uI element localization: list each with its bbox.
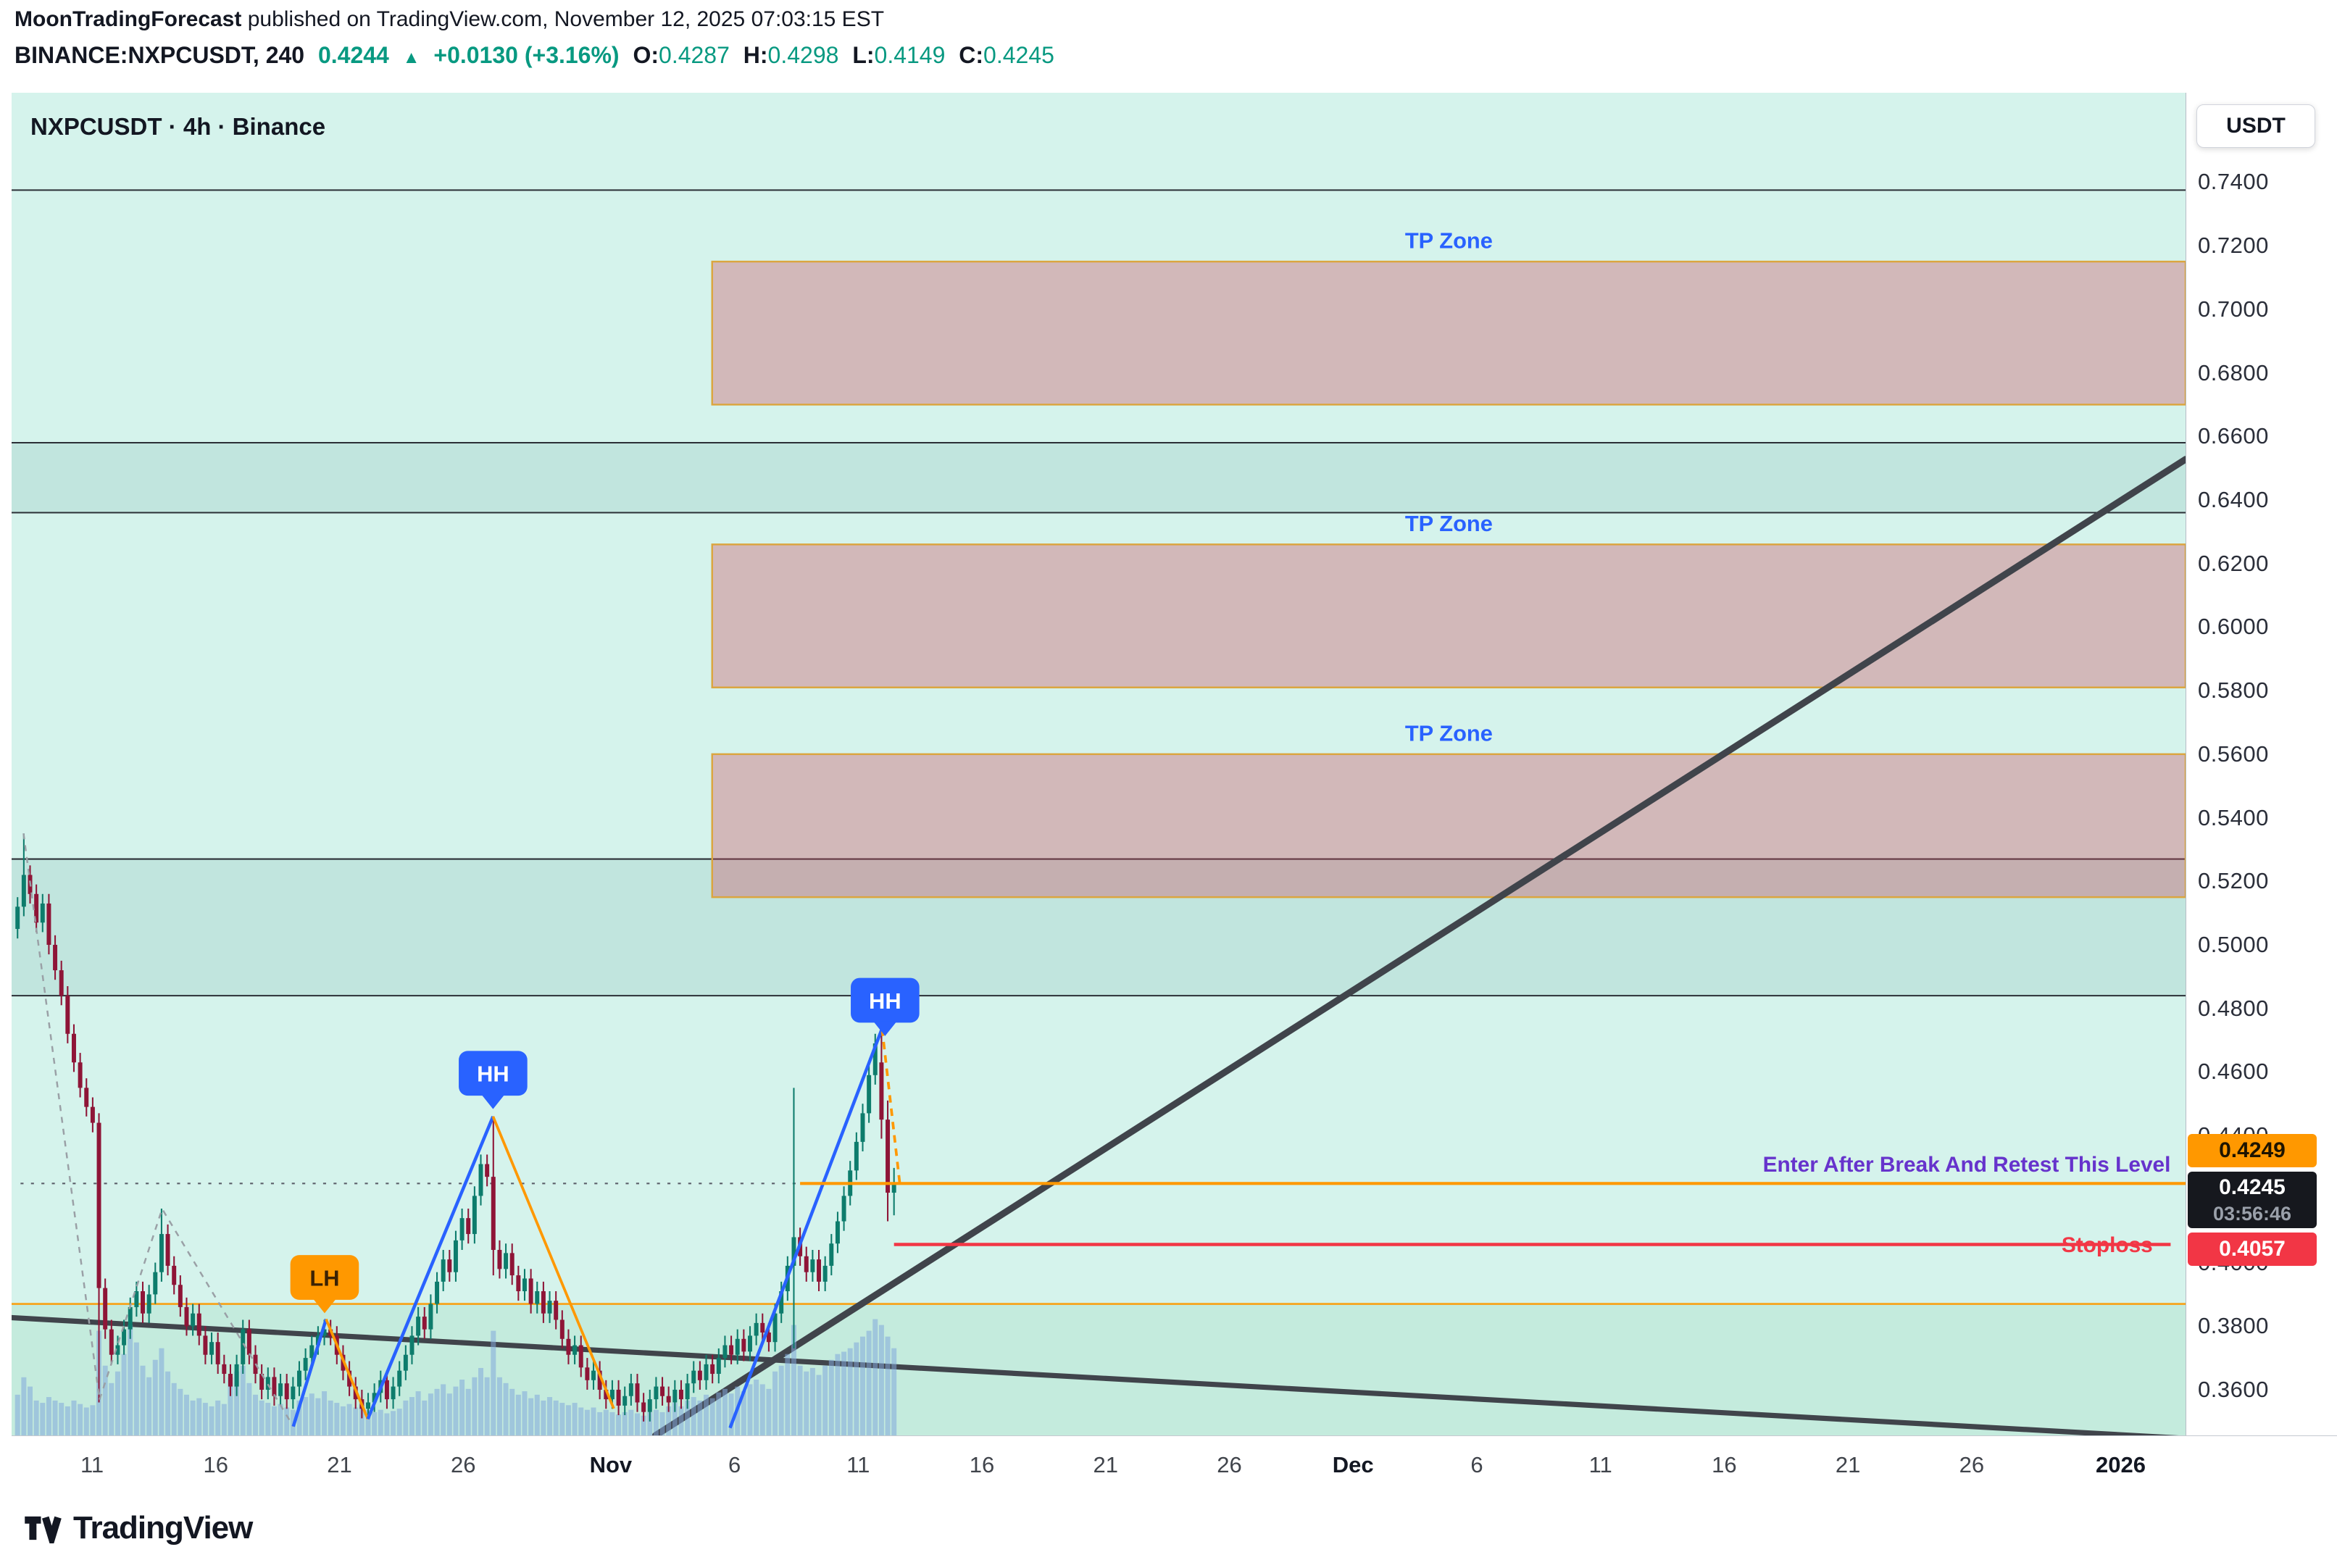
- open-label: O:: [633, 42, 659, 68]
- tradingview-logo-icon[interactable]: [24, 1513, 62, 1543]
- time-axis-label: 11: [1588, 1452, 1612, 1477]
- candlestick-series: [15, 833, 896, 1422]
- zigzag-line: [99, 1206, 294, 1427]
- zigzag-line: [291, 1318, 328, 1427]
- price-axis-label: 0.6600: [2198, 423, 2269, 449]
- price-axis-label: 0.5000: [2198, 931, 2269, 957]
- last-price: 0.4244: [317, 42, 389, 68]
- price-axis-label: 0.6200: [2198, 550, 2269, 576]
- price-axis-label: 0.5600: [2198, 741, 2269, 767]
- trendline[interactable]: [12, 1314, 2186, 1435]
- time-axis-label: 26: [1959, 1452, 1985, 1477]
- low-value: 0.4149: [874, 42, 946, 68]
- last-price-badge: 0.4245 03:56:46: [2188, 1171, 2317, 1228]
- time-axis-label: 16: [1712, 1452, 1737, 1477]
- time-axis-label: Dec: [1332, 1452, 1374, 1477]
- hh-pivot-badge[interactable]: HH: [459, 1051, 528, 1109]
- price-axis-label: 0.5800: [2198, 677, 2269, 704]
- tp-zone-label: TP Zone: [1405, 511, 1493, 536]
- volume-series: [14, 1319, 897, 1435]
- price-axis-label: 0.5400: [2198, 804, 2269, 830]
- close-value: 0.4245: [983, 42, 1054, 68]
- time-axis[interactable]: 11 16 21 26 Nov 6 11 16 21 26 Dec 6 11 16 21 26 2026: [12, 1435, 2337, 1488]
- chart-plot[interactable]: TP Zone TP Zone TP Zone Enter After Break A…: [12, 93, 2186, 1435]
- entry-label: Enter After Break And Retest This Level: [1763, 1153, 2171, 1177]
- time-axis-label: 21: [1093, 1452, 1119, 1477]
- svg-text:LH: LH: [309, 1265, 339, 1290]
- zigzag-line: [728, 1027, 884, 1429]
- price-axis-label: 0.7400: [2198, 169, 2269, 195]
- price-band: [12, 859, 2186, 996]
- price-axis-label: 0.4600: [2198, 1059, 2269, 1085]
- lh-pivot-badge[interactable]: LH: [290, 1255, 359, 1314]
- zigzag-line: [325, 1318, 370, 1420]
- time-axis-label: 6: [728, 1452, 741, 1477]
- footer: TradingView: [24, 1510, 253, 1546]
- stoploss-label: Stoploss: [2062, 1233, 2153, 1257]
- tp-zone-label: TP Zone: [1405, 720, 1493, 746]
- time-axis-label: 11: [846, 1452, 870, 1477]
- close-label: C:: [959, 42, 984, 68]
- price-axis-label: 0.3600: [2198, 1376, 2269, 1402]
- time-axis-label: 11: [80, 1452, 104, 1477]
- price-axis-label: 0.5200: [2198, 868, 2269, 894]
- price-axis-label: 0.7000: [2198, 296, 2269, 322]
- time-axis-label: 16: [203, 1452, 229, 1477]
- open-value: 0.4287: [659, 42, 730, 68]
- time-axis-label: 21: [327, 1452, 352, 1477]
- price-axis-label: 0.6400: [2198, 486, 2269, 512]
- time-axis-label: Nov: [589, 1452, 633, 1477]
- time-axis-label: 6: [1470, 1452, 1483, 1477]
- time-axis-label: 26: [450, 1452, 476, 1477]
- price-axis-label: 0.4800: [2198, 995, 2269, 1021]
- tradingview-wordmark[interactable]: TradingView: [73, 1510, 253, 1546]
- low-label: L:: [852, 42, 875, 68]
- price-axis-label: 0.6000: [2198, 614, 2269, 640]
- trendline[interactable]: [651, 456, 2186, 1435]
- publish-info: published on TradingView.com, November 1…: [241, 7, 885, 31]
- chart-legend[interactable]: NXPCUSDT · 4h · Binance: [30, 113, 326, 140]
- hh-pivot-badge[interactable]: HH: [851, 977, 920, 1036]
- time-axis-label: 2026: [2096, 1452, 2146, 1477]
- price-axis-label: 0.7200: [2198, 233, 2269, 259]
- price-axis[interactable]: USDT 0.7400 0.7200 0.7000 0.6800 0.6600 0.640…: [2186, 93, 2337, 1435]
- stoploss-price-badge: 0.4057: [2188, 1232, 2317, 1266]
- currency-usdt-button[interactable]: USDT: [2196, 104, 2315, 148]
- high-label: H:: [743, 42, 768, 68]
- publisher-name: MoonTradingForecast: [14, 7, 242, 31]
- price-axis-label: 0.6800: [2198, 359, 2269, 385]
- zigzag-line: [491, 1116, 615, 1409]
- price-change: +0.0130 (+3.16%): [433, 42, 620, 68]
- zigzag-line: [880, 1028, 901, 1185]
- tp-zone[interactable]: [711, 753, 2186, 898]
- tp-zone[interactable]: [711, 260, 2186, 406]
- chart-canvas[interactable]: TP Zone TP Zone TP Zone Enter After Break A…: [12, 93, 2186, 1435]
- entry-price-badge: 0.4249: [2188, 1134, 2317, 1168]
- price-band: [12, 443, 2186, 513]
- price-axis-label: 0.3800: [2198, 1313, 2269, 1339]
- high-value: 0.4298: [767, 42, 839, 68]
- up-arrow-icon: ▲: [402, 48, 420, 67]
- time-axis-label: 21: [1835, 1452, 1861, 1477]
- symbol-title: BINANCE:NXPCUSDT, 240: [14, 42, 305, 68]
- publish-line: MoonTradingForecast published on Trading…: [14, 7, 884, 32]
- tp-zone[interactable]: [711, 543, 2186, 688]
- time-axis-label: 26: [1217, 1452, 1242, 1477]
- time-axis-label: 16: [969, 1452, 995, 1477]
- svg-text:HH: HH: [477, 1062, 509, 1087]
- zigzag-line: [366, 1116, 495, 1420]
- symbol-header: BINANCE:NXPCUSDT, 240 0.4244 ▲ +0.0130 (…: [14, 42, 1062, 69]
- tp-zone-label: TP Zone: [1405, 228, 1493, 254]
- svg-text:HH: HH: [869, 988, 901, 1014]
